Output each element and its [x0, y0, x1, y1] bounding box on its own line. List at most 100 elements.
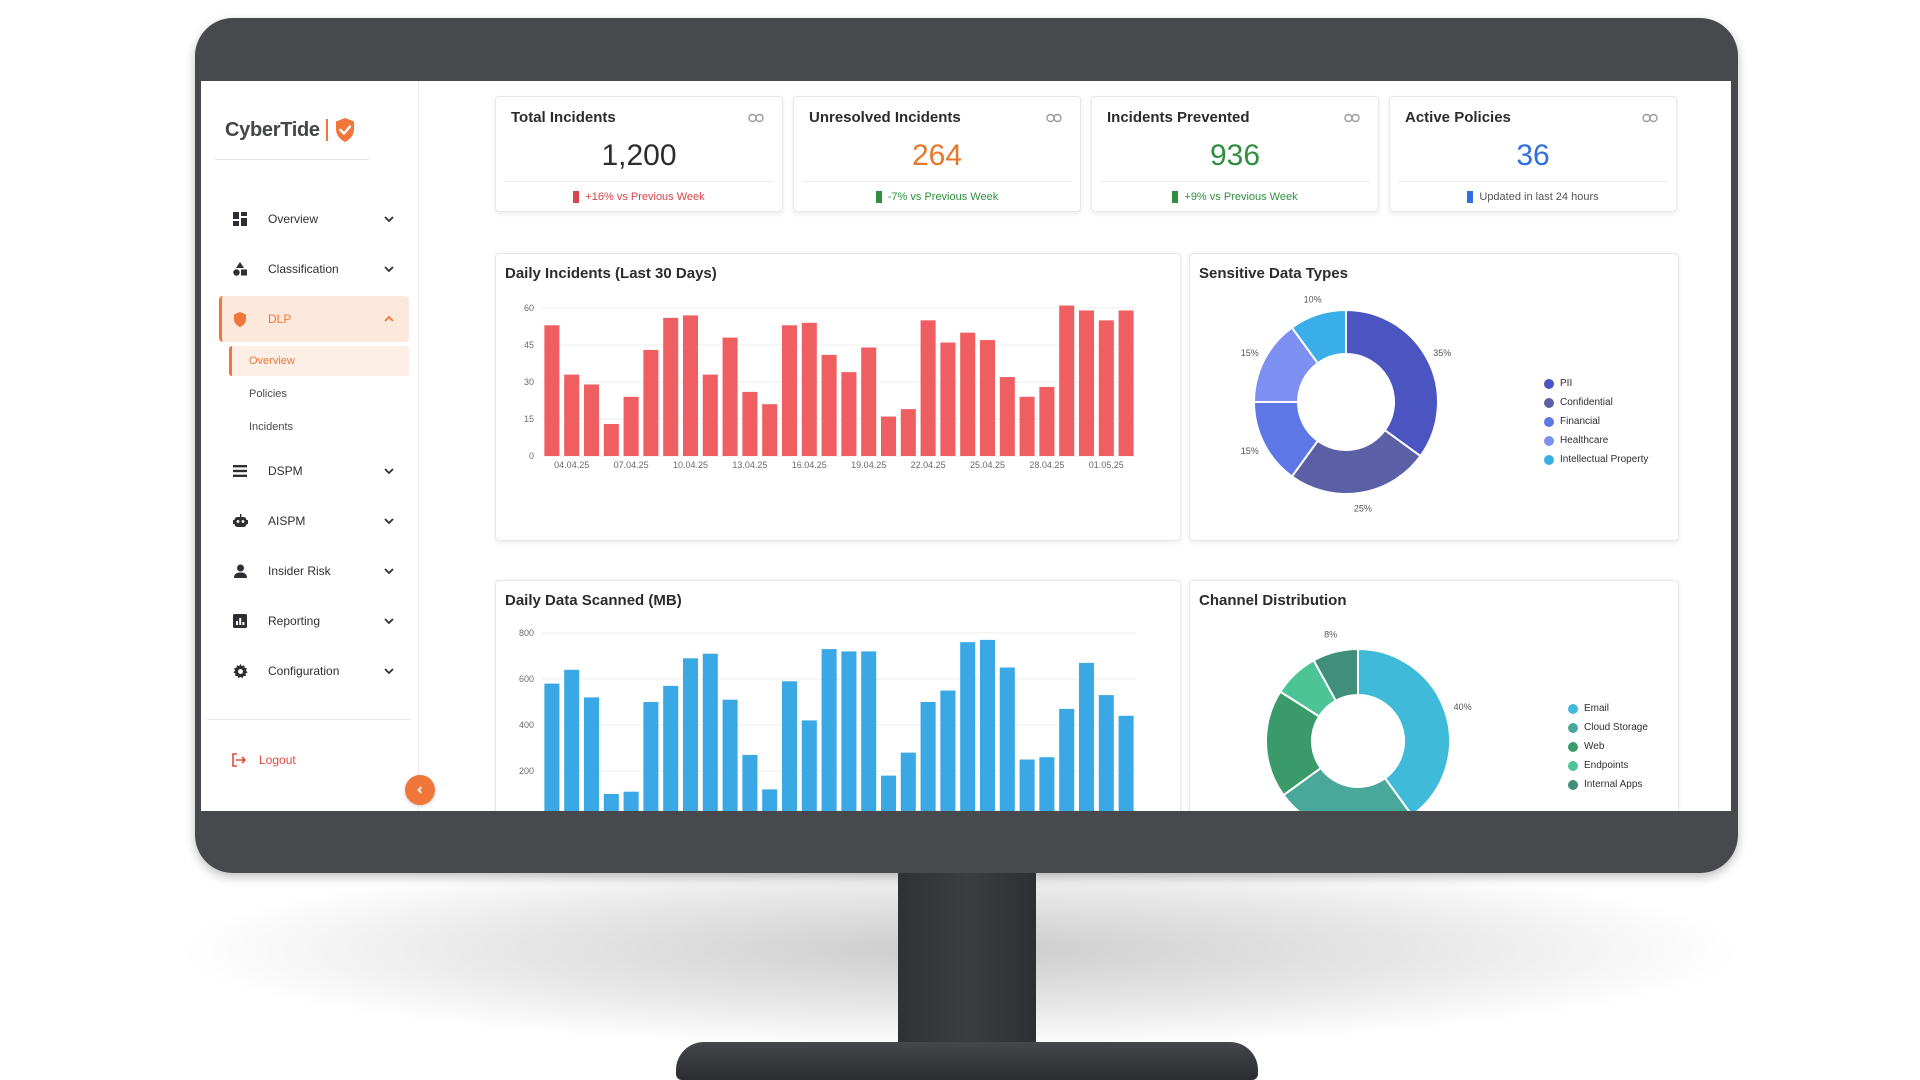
bar[interactable]	[1098, 695, 1114, 811]
bar[interactable]	[1059, 708, 1075, 811]
donut-slice[interactable]	[1290, 308, 1347, 365]
bar[interactable]	[1078, 310, 1095, 456]
bar[interactable]	[1039, 757, 1055, 811]
legend-item[interactable]: Email	[1568, 699, 1648, 718]
bar[interactable]	[801, 322, 817, 456]
bar[interactable]	[1118, 310, 1134, 456]
sidebar-item-overview[interactable]: Overview	[219, 196, 409, 242]
bar[interactable]	[900, 409, 916, 456]
bar[interactable]	[841, 372, 857, 456]
sidebar-item-dlp[interactable]: DLP	[219, 296, 409, 342]
bar[interactable]	[900, 752, 916, 811]
bar[interactable]	[603, 423, 619, 456]
bar[interactable]	[564, 669, 580, 811]
bar[interactable]	[940, 342, 956, 456]
bar[interactable]	[880, 416, 897, 456]
bar[interactable]	[979, 340, 996, 456]
legend-item[interactable]: Financial	[1544, 412, 1648, 431]
bar[interactable]	[583, 697, 600, 811]
bar[interactable]	[1059, 305, 1075, 456]
bar[interactable]	[682, 315, 699, 456]
donut-slice[interactable]	[1345, 308, 1439, 458]
sidebar-item-classification[interactable]: Classification	[219, 246, 409, 292]
bar[interactable]	[1039, 386, 1055, 456]
link-icon[interactable]	[748, 113, 764, 123]
bar[interactable]	[583, 384, 600, 456]
submenu-item-overview[interactable]: Overview	[229, 346, 409, 376]
legend-item[interactable]: Intellectual Property	[1544, 450, 1648, 469]
donut-slice[interactable]	[1282, 766, 1413, 811]
kpi-card-total-incidents[interactable]: Total Incidents 1,200 +16% vs Previous W…	[495, 96, 783, 212]
bar[interactable]	[742, 754, 758, 811]
bar[interactable]	[920, 320, 936, 456]
bar[interactable]	[564, 374, 580, 456]
legend-item[interactable]: Healthcare	[1544, 431, 1648, 450]
donut-slice[interactable]	[1290, 428, 1422, 495]
bar[interactable]	[663, 317, 679, 456]
legend-item[interactable]: Web	[1568, 737, 1648, 756]
link-icon[interactable]	[1344, 113, 1360, 123]
logout-button[interactable]: Logout	[231, 753, 296, 767]
bar[interactable]	[821, 354, 837, 456]
bar[interactable]	[920, 702, 936, 811]
y-tick-label: 45	[524, 340, 534, 350]
bar[interactable]	[821, 649, 837, 811]
bar[interactable]	[1098, 320, 1114, 456]
bar[interactable]	[643, 702, 659, 811]
bar[interactable]	[861, 347, 877, 456]
submenu-item-policies[interactable]: Policies	[249, 388, 287, 400]
bar[interactable]	[544, 683, 560, 811]
sidebar-item-dspm[interactable]: DSPM	[219, 448, 409, 494]
bar[interactable]	[702, 653, 718, 811]
bar[interactable]	[960, 332, 976, 456]
bar[interactable]	[623, 791, 639, 811]
bar[interactable]	[544, 325, 560, 456]
bar[interactable]	[1118, 715, 1134, 811]
chevron-down-icon	[384, 568, 394, 575]
bar[interactable]	[663, 685, 679, 811]
legend-item[interactable]: Endpoints	[1568, 756, 1648, 775]
bar[interactable]	[643, 349, 659, 456]
bar[interactable]	[781, 681, 798, 811]
bar[interactable]	[762, 789, 778, 811]
legend-item[interactable]: Internal Apps	[1568, 775, 1648, 794]
logo[interactable]: CyberTide	[225, 117, 356, 143]
legend-item[interactable]: Confidential	[1544, 393, 1648, 412]
kpi-card-active-policies[interactable]: Active Policies 36 Updated in last 24 ho…	[1389, 96, 1677, 212]
bar[interactable]	[762, 404, 778, 456]
bar[interactable]	[781, 325, 798, 456]
sidebar-item-reporting[interactable]: Reporting	[219, 598, 409, 644]
bar[interactable]	[722, 337, 738, 456]
bar[interactable]	[682, 658, 699, 811]
link-icon[interactable]	[1642, 113, 1658, 123]
donut-slice[interactable]	[1357, 647, 1451, 811]
bar[interactable]	[979, 639, 996, 811]
bar[interactable]	[1019, 759, 1035, 812]
bar[interactable]	[702, 374, 718, 456]
legend-item[interactable]: PII	[1544, 374, 1648, 393]
sidebar-item-insider-risk[interactable]: Insider Risk	[219, 548, 409, 594]
bar[interactable]	[841, 651, 857, 811]
bar[interactable]	[603, 794, 619, 811]
sidebar-collapse-button[interactable]	[405, 775, 435, 805]
bar[interactable]	[940, 690, 956, 812]
donut-slice[interactable]	[1312, 647, 1359, 703]
bar[interactable]	[861, 651, 877, 811]
bar[interactable]	[1019, 396, 1035, 456]
bar[interactable]	[960, 642, 976, 811]
bar[interactable]	[742, 391, 758, 456]
kpi-card-unresolved-incidents[interactable]: Unresolved Incidents 264 -7% vs Previous…	[793, 96, 1081, 212]
bar[interactable]	[999, 667, 1015, 812]
sidebar-item-aispm[interactable]: AISPM	[219, 498, 409, 544]
sidebar-item-configuration[interactable]: Configuration	[219, 648, 409, 694]
bar[interactable]	[801, 720, 817, 811]
kpi-card-incidents-prevented[interactable]: Incidents Prevented 936 +9% vs Previous …	[1091, 96, 1379, 212]
bar[interactable]	[623, 396, 639, 456]
bar[interactable]	[880, 775, 897, 811]
submenu-item-incidents[interactable]: Incidents	[249, 421, 294, 433]
legend-item[interactable]: Cloud Storage	[1568, 718, 1648, 737]
bar[interactable]	[722, 699, 738, 811]
bar[interactable]	[999, 377, 1015, 456]
bar[interactable]	[1078, 662, 1095, 811]
link-icon[interactable]	[1046, 113, 1062, 123]
